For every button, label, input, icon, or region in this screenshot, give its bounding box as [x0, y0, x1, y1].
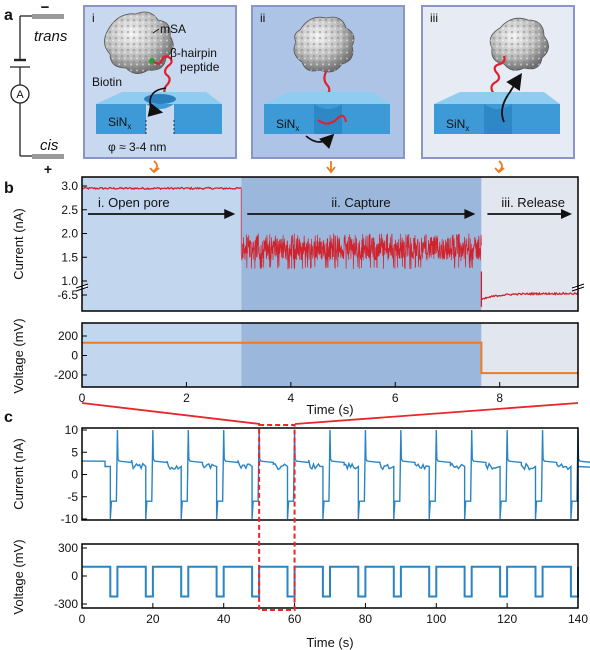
- inset-iii-label: iii: [430, 11, 438, 25]
- ytick-label: -10: [61, 512, 79, 526]
- current-trace-c: [81, 429, 590, 520]
- ytick-label: 200: [58, 329, 78, 343]
- ytick-label: 0: [71, 569, 78, 583]
- region-release: [481, 323, 578, 387]
- inset-iii: iii SiNx: [421, 5, 575, 159]
- circuit-diagram: A − + trans cis: [10, 0, 68, 177]
- region-open-pore: [82, 323, 242, 387]
- inset-ii-label: ii: [260, 11, 265, 25]
- ytick-label: 300: [58, 541, 78, 555]
- ytick-label: 0: [71, 468, 78, 482]
- chart-c-voltage-frame: [81, 543, 579, 609]
- panel-label-b: b: [4, 180, 14, 197]
- chart-b-current: i. Open pore ii. Capture iii. Release 3.0 2…: [57, 176, 585, 312]
- inset-i-msa: mSA: [160, 22, 186, 36]
- region-arrowhead: [224, 209, 236, 219]
- inset-i: i mSA β-hairpin peptide Biotin SiNx φ ≈ …: [83, 5, 237, 159]
- xtick-label: 4: [287, 391, 294, 405]
- region-release: [481, 177, 578, 311]
- inset-i-hairpin-1: β-hairpin: [170, 46, 217, 60]
- protein-icon: [104, 11, 174, 74]
- ytick-label: -300: [54, 597, 78, 611]
- inset-i-biotin: Biotin: [92, 75, 122, 89]
- zoom-line-left: [81, 402, 261, 425]
- inset-ii-sin: SiNx: [276, 117, 299, 133]
- region-label: iii. Release: [501, 195, 565, 210]
- ytick-label: 3.0: [61, 179, 78, 193]
- ammeter-label: A: [16, 89, 24, 101]
- ytick-label: 10: [65, 423, 79, 437]
- xtick-label: 120: [497, 612, 517, 626]
- region-label: ii. Capture: [331, 195, 390, 210]
- trans-electrode: [32, 14, 64, 19]
- panel-label-c: c: [4, 409, 13, 426]
- ytick-label: 0: [71, 349, 78, 363]
- xtick-label: 6: [392, 391, 399, 405]
- chart-c-xlabel: Time (s): [306, 635, 353, 650]
- ytick-label: -200: [54, 368, 78, 382]
- voltage-trace-c: [82, 565, 579, 598]
- chart-b-voltage-ylabel: Voltage (mV): [11, 318, 26, 393]
- trace-release: [480, 271, 579, 307]
- xtick-label: 140: [568, 612, 588, 626]
- cis-label: cis: [40, 137, 59, 154]
- cis-electrode: [32, 154, 64, 159]
- xtick-label: 0: [79, 612, 86, 626]
- protein-icon: [293, 16, 355, 73]
- chart-b-current-ylabel: Current (nA): [11, 208, 26, 280]
- ytick-label: 5: [71, 445, 78, 459]
- chart-b-xlabel: Time (s): [306, 402, 353, 417]
- zoom-window-box: [258, 424, 296, 611]
- minus-sign: −: [41, 0, 50, 16]
- inset-iii-sin: SiNx: [446, 117, 469, 133]
- xtick-label: 80: [359, 612, 373, 626]
- chart-c-current-ylabel: Current (nA): [11, 438, 26, 510]
- inset-i-hairpin-2: peptide: [180, 60, 220, 74]
- region-arrowhead: [464, 209, 476, 219]
- ytick-label: 1.5: [61, 250, 78, 264]
- xtick-label: 40: [217, 612, 231, 626]
- inset-ii: ii SiNx: [251, 5, 405, 159]
- chart-c-current-frame: [81, 427, 579, 521]
- chart-c-current: 10 5 0 -5 -10: [61, 423, 590, 526]
- panel-label-a: a: [4, 7, 13, 24]
- trace-open-pore: [81, 186, 242, 191]
- inset-i-sin: SiNx: [108, 115, 131, 131]
- inset-i-diameter: φ ≈ 3-4 nm: [108, 140, 166, 154]
- region-label: i. Open pore: [98, 195, 170, 210]
- ytick-label: 1.0: [61, 274, 78, 288]
- zoom-line-right: [294, 402, 579, 425]
- xtick-label: 8: [496, 391, 503, 405]
- hairpin-peptide-icon: [153, 55, 173, 99]
- trace-capture: [240, 188, 482, 270]
- region-capture: [241, 177, 482, 311]
- ytick-label: -6.5: [57, 288, 78, 302]
- voltage-trace-b: [82, 341, 578, 375]
- xtick-label: 100: [426, 612, 446, 626]
- xtick-label: 60: [288, 612, 302, 626]
- chart-c-voltage-ylabel: Voltage (mV): [11, 539, 26, 614]
- inset-i-label: i: [92, 11, 95, 25]
- hairpin-peptide-icon: [490, 55, 506, 95]
- region-arrowhead: [561, 209, 572, 219]
- xtick-label: 2: [183, 391, 190, 405]
- xtick-label: 20: [146, 612, 160, 626]
- xtick-label: 0: [79, 391, 86, 405]
- inset-connector-arrows: [149, 160, 505, 174]
- region-capture: [241, 323, 482, 387]
- region-open-pore: [82, 177, 242, 311]
- ytick-label: 2.5: [61, 203, 78, 217]
- trans-label: trans: [34, 28, 68, 45]
- chart-b-voltage-frame: [81, 322, 579, 388]
- chart-b-current-frame: [81, 176, 579, 312]
- ytick-label: 2.0: [61, 227, 78, 241]
- biotin-dot: [149, 58, 155, 64]
- ytick-label: -5: [67, 490, 78, 504]
- plus-sign: +: [44, 161, 52, 177]
